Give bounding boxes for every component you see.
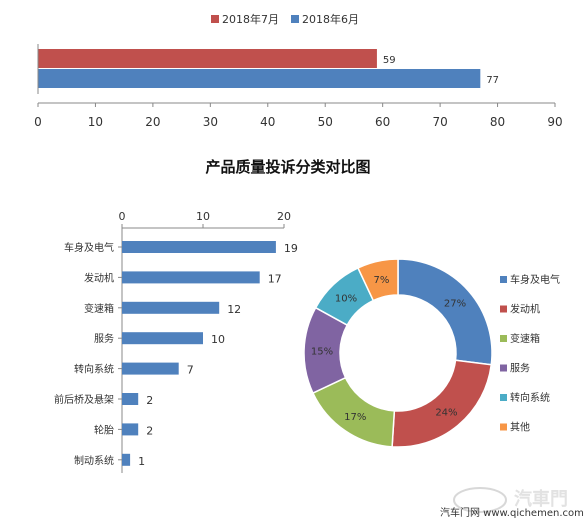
slice-label: 27% <box>444 299 466 310</box>
complaint-bar-chart: 车身及电气 19 发动机 17 变速箱 12 服务 10 转向系统 7 前后桥及悬架 2 轮胎 2 制动系统… <box>54 241 298 468</box>
slice-label: 17% <box>344 412 366 423</box>
donut-slice-1 <box>397 258 493 366</box>
top-x-axis: 0 10 20 30 40 50 60 70 80 90 <box>34 44 563 129</box>
watermark: 汽車門 汽车门网 www.qichemen.com <box>440 487 584 519</box>
slice-label: 10% <box>335 294 357 305</box>
donut-slice-6 <box>356 258 399 302</box>
legend-label: 转向系统 <box>510 391 550 404</box>
bar-1 <box>122 241 276 253</box>
tick-label: 0 <box>34 115 42 129</box>
tick-label: 0 <box>119 210 126 223</box>
bar-value: 17 <box>268 272 282 285</box>
slice-label: 15% <box>311 347 333 358</box>
bar-1 <box>38 49 377 68</box>
bar-value-2: 77 <box>486 75 499 86</box>
tick-label: 30 <box>203 115 218 129</box>
legend-swatch <box>500 335 507 342</box>
bar-8 <box>122 453 131 466</box>
tick-label: 20 <box>145 115 160 129</box>
tick-label: 10 <box>196 210 210 223</box>
bar-value-1: 59 <box>383 55 396 66</box>
watermark-logo: 汽車門 <box>514 488 568 510</box>
tick-label: 20 <box>277 210 291 223</box>
legend-label: 发动机 <box>510 303 540 316</box>
top-legend: 2018年7月 2018年6月 <box>211 12 359 26</box>
bar-7 <box>122 423 139 436</box>
legend-label-2: 2018年6月 <box>302 12 359 26</box>
bar-value: 7 <box>187 364 194 377</box>
category-label: 制动系统 <box>74 454 114 467</box>
chart-title: 产品质量投诉分类对比图 <box>205 158 370 176</box>
legend-swatch <box>500 364 507 372</box>
donut-slice-2 <box>391 359 493 448</box>
category-label: 转向系统 <box>74 363 114 376</box>
legend-swatch <box>500 305 507 313</box>
tick-label: 80 <box>490 115 505 129</box>
bar-5 <box>122 362 179 375</box>
tick-label: 10 <box>88 115 103 129</box>
bar-2 <box>122 271 260 284</box>
tick-label: 40 <box>260 115 275 129</box>
legend-label: 其他 <box>510 421 530 434</box>
bar-3 <box>122 301 220 314</box>
category-label: 发动机 <box>84 271 114 284</box>
bar-value: 2 <box>146 394 153 407</box>
category-label: 变速箱 <box>84 302 114 315</box>
bar-value: 10 <box>211 333 225 346</box>
legend-swatch <box>500 423 507 431</box>
tick-label: 90 <box>547 115 562 129</box>
legend-label: 变速箱 <box>510 332 540 345</box>
legend-label-1: 2018年7月 <box>222 12 279 26</box>
bar-4 <box>122 332 203 345</box>
bar-value: 12 <box>227 303 241 316</box>
bar-value: 19 <box>284 242 298 255</box>
legend-swatch-1 <box>211 15 219 23</box>
legend-label: 服务 <box>510 362 530 375</box>
slice-label: 7% <box>373 275 389 286</box>
category-label: 车身及电气 <box>64 241 114 254</box>
top-bar-chart: 59 77 <box>38 49 499 88</box>
tick-label: 70 <box>432 115 447 129</box>
legend-swatch <box>500 276 507 283</box>
tick-label: 60 <box>375 115 390 129</box>
bar-6 <box>122 393 139 405</box>
legend-label: 车身及电气 <box>510 273 560 286</box>
legend-swatch <box>500 394 507 401</box>
watermark-text: 汽车门网 www.qichemen.com <box>440 506 584 519</box>
slice-label: 24% <box>435 408 457 419</box>
bar-2 <box>38 69 481 88</box>
category-label: 服务 <box>94 332 114 345</box>
bar-value: 1 <box>138 455 145 468</box>
watermark-car-icon <box>453 487 507 513</box>
category-label: 轮胎 <box>94 423 114 436</box>
bar-value: 2 <box>146 424 153 437</box>
tick-label: 50 <box>318 115 333 129</box>
category-label: 前后桥及悬架 <box>54 393 114 406</box>
donut-chart: 27% 24% 17% 15% 10% 7% <box>303 258 493 448</box>
legend-swatch-2 <box>291 15 299 23</box>
